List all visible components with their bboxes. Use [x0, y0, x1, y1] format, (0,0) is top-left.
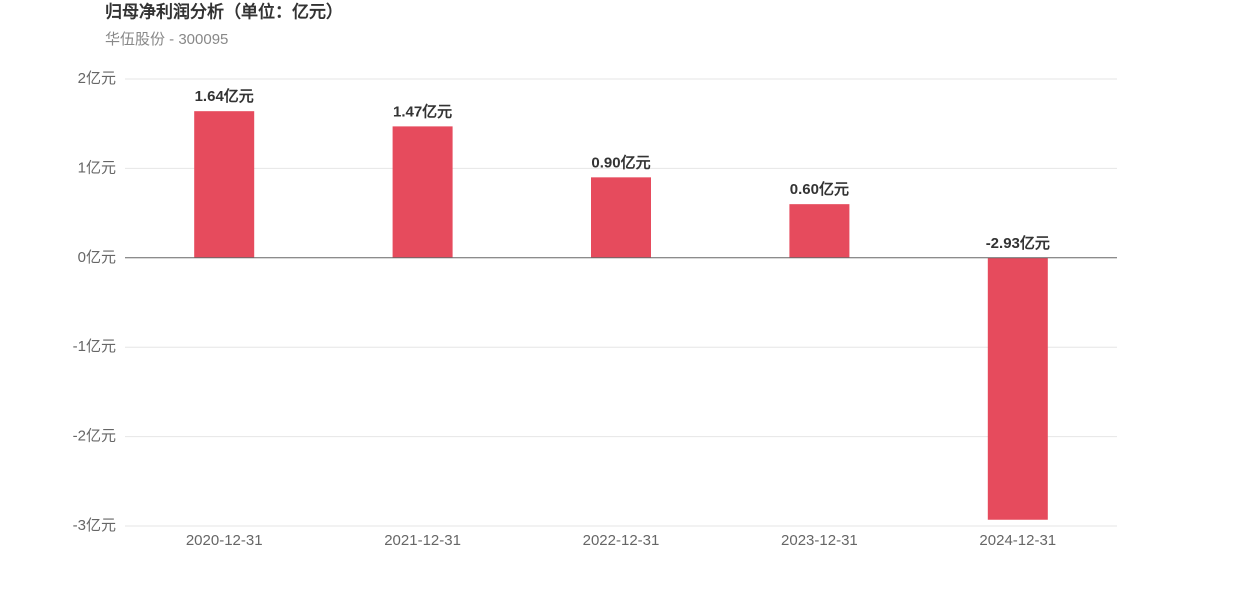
x-tick-label: 2023-12-31	[781, 532, 858, 549]
bar	[789, 204, 850, 258]
x-tick-label: 2022-12-31	[583, 532, 660, 549]
bar	[194, 111, 255, 258]
bar	[392, 126, 453, 258]
value-label: -2.93亿元	[986, 234, 1050, 252]
chart-title: 归母净利润分析（单位：亿元）	[105, 1, 343, 21]
y-tick-label: -2亿元	[73, 428, 116, 445]
y-tick-label: -1亿元	[73, 338, 116, 355]
y-tick-label: -3亿元	[73, 517, 116, 534]
value-label: 0.90亿元	[591, 153, 650, 171]
y-tick-label: 1亿元	[78, 159, 116, 176]
y-tick-label: 2亿元	[78, 70, 116, 87]
value-label: 0.60亿元	[790, 180, 849, 198]
bar	[591, 177, 651, 258]
value-label: 1.64亿元	[195, 87, 254, 105]
x-tick-label: 2021-12-31	[384, 532, 461, 549]
x-tick-label: 2020-12-31	[186, 532, 263, 549]
value-label: 1.47亿元	[393, 102, 452, 120]
y-tick-label: 0亿元	[78, 249, 116, 266]
bar	[987, 257, 1048, 520]
x-tick-label: 2024-12-31	[979, 532, 1056, 549]
chart-subtitle: 华伍股份 - 300095	[105, 31, 228, 48]
